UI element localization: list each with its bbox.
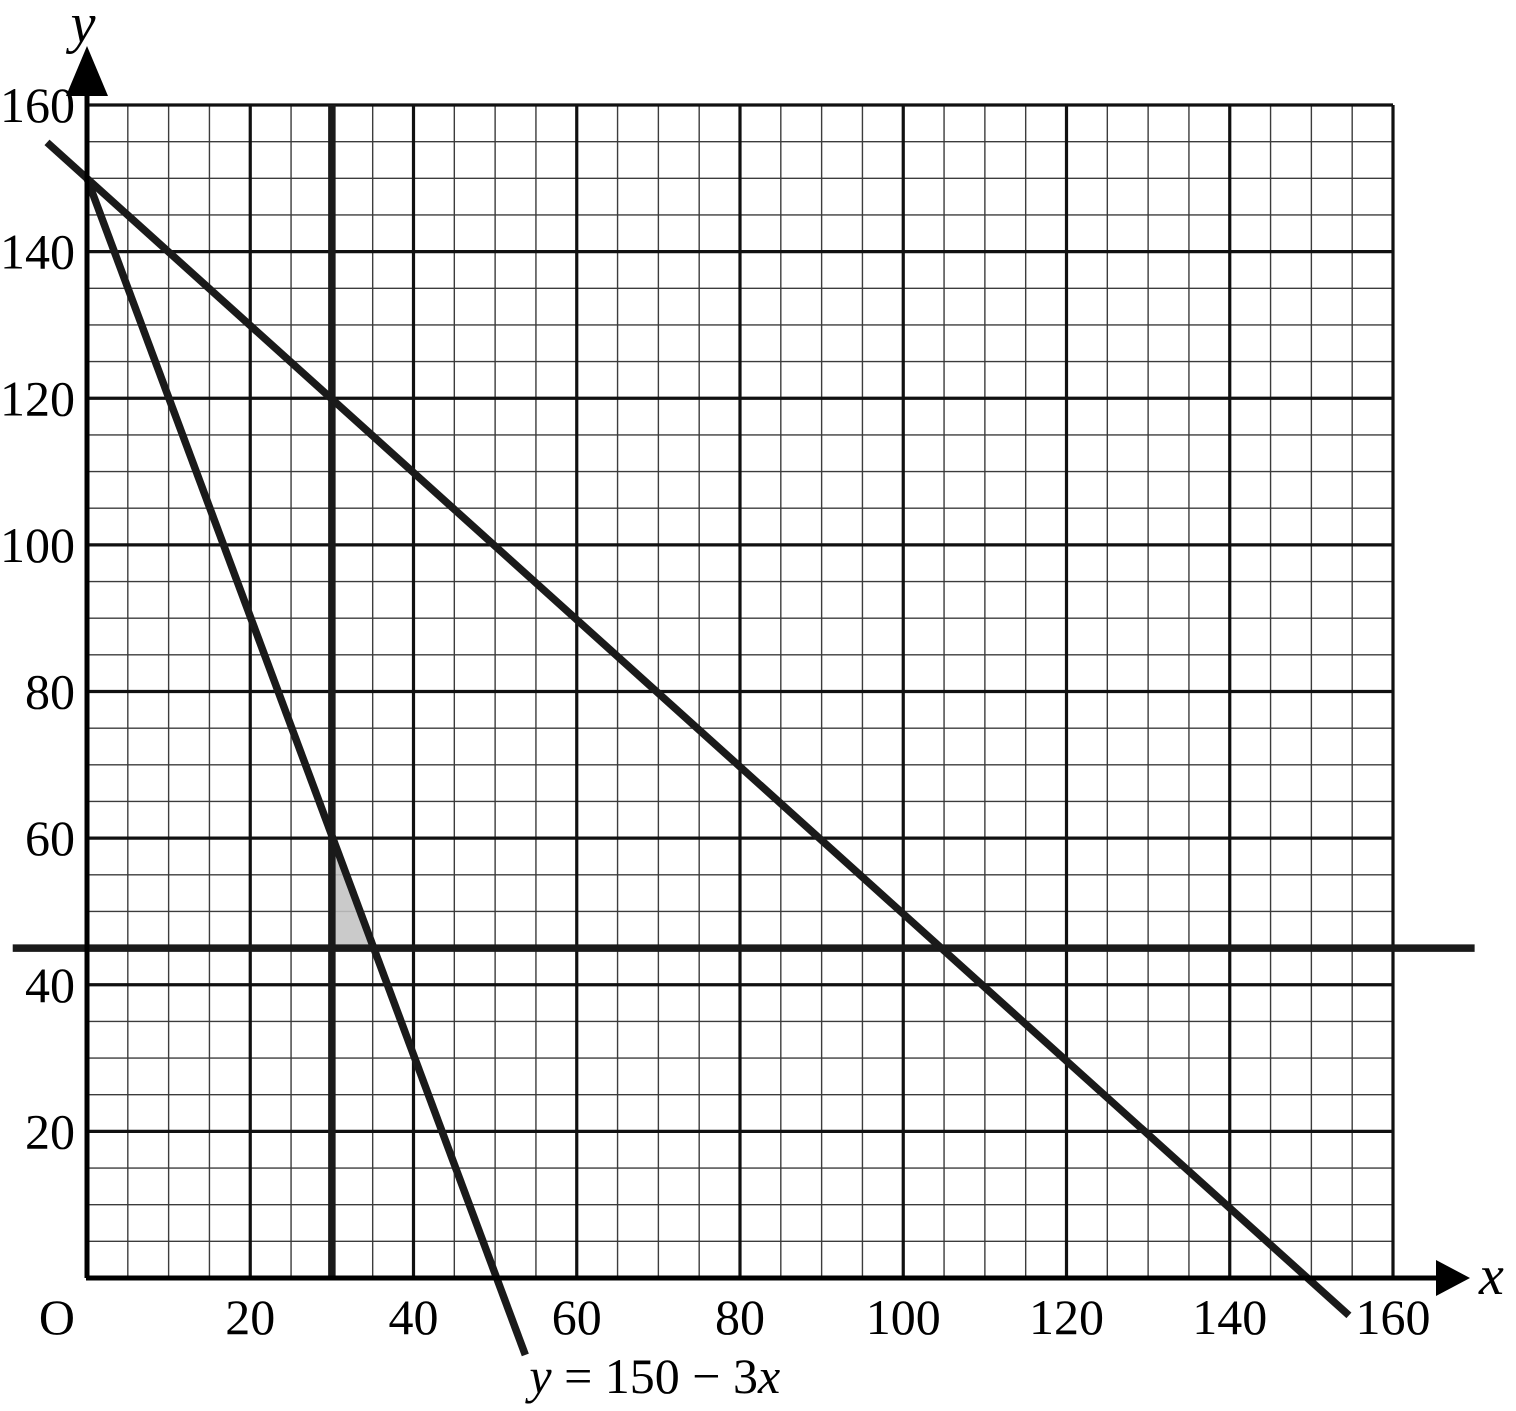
boundary-line-1 [44, 139, 1352, 1319]
x-tick-label: 100 [866, 1289, 941, 1345]
x-tick-labels: 20 40 60 80 100 120 140 160 [225, 1289, 1430, 1345]
boundary-line-0 [83, 177, 529, 1357]
x-tick-label: 60 [552, 1289, 602, 1345]
x-tick-label: 80 [715, 1289, 765, 1345]
axes [66, 46, 1470, 1296]
y-axis-label: y [66, 0, 96, 55]
y-axis-arrow-icon [66, 46, 108, 96]
grid-major [87, 103, 1395, 1278]
y-tick-label: 80 [25, 664, 75, 720]
y-tick-label: 120 [0, 370, 75, 426]
x-tick-label: 140 [1192, 1289, 1267, 1345]
x-tick-label: 160 [1356, 1289, 1431, 1345]
y-tick-labels: 20 40 60 80 100 120 140 160 [0, 77, 75, 1159]
y-tick-label: 60 [25, 810, 75, 866]
x-axis-label: x [1478, 1245, 1504, 1307]
y-tick-label: 40 [25, 957, 75, 1013]
x-axis-arrow-icon [1436, 1260, 1470, 1296]
equation-label: y = 150 − 3x [524, 1348, 780, 1404]
x-tick-label: 40 [389, 1289, 439, 1345]
x-tick-label: 20 [225, 1289, 275, 1345]
origin-label: O [39, 1289, 75, 1345]
y-tick-label: 160 [0, 77, 75, 133]
y-tick-label: 20 [25, 1103, 75, 1159]
y-tick-label: 140 [0, 224, 75, 280]
y-tick-label: 100 [0, 517, 75, 573]
x-tick-label: 120 [1029, 1289, 1104, 1345]
